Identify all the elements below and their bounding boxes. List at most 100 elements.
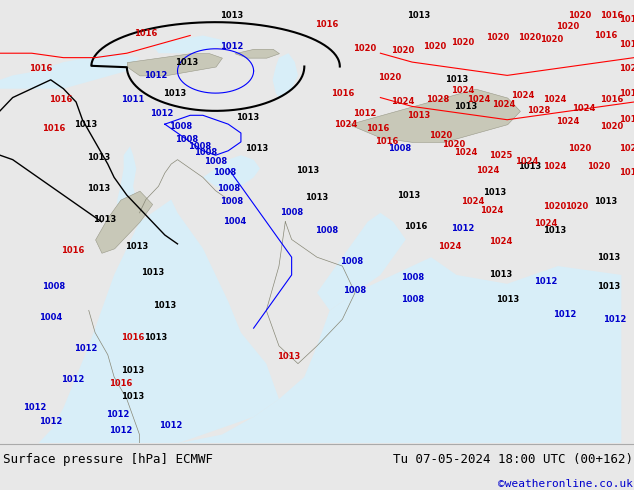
Text: 1012: 1012 [353,109,376,118]
Text: 1020: 1020 [429,131,452,140]
Text: 1013: 1013 [153,301,176,311]
Text: 1004: 1004 [39,313,62,321]
Text: 1024: 1024 [451,86,474,96]
Text: 1016: 1016 [134,29,157,38]
Text: 1013: 1013 [398,191,420,199]
Text: 1008: 1008 [340,257,363,266]
Text: 1024: 1024 [461,197,484,206]
Text: 1024: 1024 [534,220,557,228]
Text: 1024: 1024 [480,206,503,215]
Text: 1008: 1008 [280,208,303,218]
Text: 1013: 1013 [122,366,145,375]
Text: 1012: 1012 [61,375,84,384]
Text: 1024: 1024 [543,95,566,104]
Text: 1013: 1013 [407,111,430,120]
Text: 1013: 1013 [176,58,198,67]
Text: 1020: 1020 [391,47,414,55]
Text: Surface pressure [hPa] ECMWF: Surface pressure [hPa] ECMWF [3,453,213,466]
Text: 1013: 1013 [483,188,506,197]
Text: 1008: 1008 [220,197,243,206]
Text: 1013: 1013 [87,184,110,193]
Text: 1008: 1008 [214,169,236,177]
Text: 1013: 1013 [619,169,634,177]
Text: 1016: 1016 [109,379,132,388]
Text: 1008: 1008 [401,295,424,304]
Text: ©weatheronline.co.uk: ©weatheronline.co.uk [498,479,633,490]
Text: 1013: 1013 [125,242,148,250]
Text: 1020: 1020 [518,33,541,42]
Text: 1013: 1013 [122,392,145,401]
Text: 1013: 1013 [496,295,519,304]
Text: 1008: 1008 [204,157,227,167]
Text: 1012: 1012 [106,410,129,419]
Text: 1004: 1004 [223,217,246,226]
Text: Tu 07-05-2024 18:00 UTC (00+162): Tu 07-05-2024 18:00 UTC (00+162) [392,453,633,466]
Text: 1016: 1016 [30,64,53,73]
Text: 1008: 1008 [401,272,424,282]
Text: 1013: 1013 [87,153,110,162]
Text: 1013: 1013 [277,352,300,362]
Text: 1013: 1013 [141,268,164,277]
Text: 1013: 1013 [594,197,617,206]
Text: 1008: 1008 [217,184,240,193]
Text: 1028: 1028 [426,95,449,104]
Text: 1016: 1016 [42,124,65,133]
Text: 1020: 1020 [353,44,376,53]
Text: 1016: 1016 [49,95,72,104]
Text: 1020: 1020 [619,64,634,73]
Text: 1016: 1016 [122,333,145,342]
Text: 1020: 1020 [588,162,611,171]
Text: 1020: 1020 [378,73,401,82]
Text: 1020: 1020 [423,42,446,51]
Text: 1013: 1013 [518,162,541,171]
Text: 1008: 1008 [344,286,366,295]
Text: 1024: 1024 [572,104,595,113]
Text: 1016: 1016 [619,115,634,124]
Text: 1016: 1016 [594,31,617,40]
Text: 1013: 1013 [597,253,620,262]
Text: 1013: 1013 [236,113,259,122]
Text: 1024: 1024 [493,99,515,109]
Text: 1013: 1013 [597,282,620,291]
Text: 1024: 1024 [515,157,538,167]
Text: 1020: 1020 [569,11,592,20]
Text: 1012: 1012 [534,277,557,286]
Text: 1013: 1013 [543,226,566,235]
Text: 1013: 1013 [445,75,468,84]
Text: 1016: 1016 [619,40,634,49]
Text: 1025: 1025 [489,151,512,160]
Text: 1012: 1012 [220,42,243,51]
Text: 1020: 1020 [540,35,563,45]
Text: 1020: 1020 [543,202,566,211]
Text: 1020: 1020 [619,144,634,153]
Text: 1024: 1024 [455,148,477,157]
Text: 1016: 1016 [619,89,634,98]
Text: 1016: 1016 [404,221,427,231]
Text: 1011: 1011 [122,95,145,104]
Text: 1013: 1013 [407,11,430,20]
Text: 1024: 1024 [467,95,490,104]
Text: 1013: 1013 [93,215,116,224]
Text: 1008: 1008 [169,122,192,131]
Text: 1024: 1024 [543,162,566,171]
Text: 1016: 1016 [619,16,634,24]
Text: 1008: 1008 [388,144,411,153]
Text: 1008: 1008 [188,142,211,151]
Text: 1013: 1013 [306,193,328,202]
Text: 1024: 1024 [556,118,579,126]
Text: 1013: 1013 [455,102,477,111]
Text: 1013: 1013 [245,144,268,153]
Text: 1020: 1020 [486,33,509,42]
Text: 1020: 1020 [556,22,579,31]
Text: 1013: 1013 [74,120,97,129]
Text: 1008: 1008 [315,226,338,235]
Text: 1012: 1012 [144,71,167,80]
Text: 1012: 1012 [451,224,474,233]
Text: 1020: 1020 [566,202,588,211]
Text: 1012: 1012 [160,421,183,430]
Text: 1008: 1008 [195,148,217,157]
Text: 1012: 1012 [23,403,46,413]
Text: 1012: 1012 [74,343,97,353]
Text: 1016: 1016 [331,89,354,98]
Text: 1008: 1008 [42,282,65,291]
